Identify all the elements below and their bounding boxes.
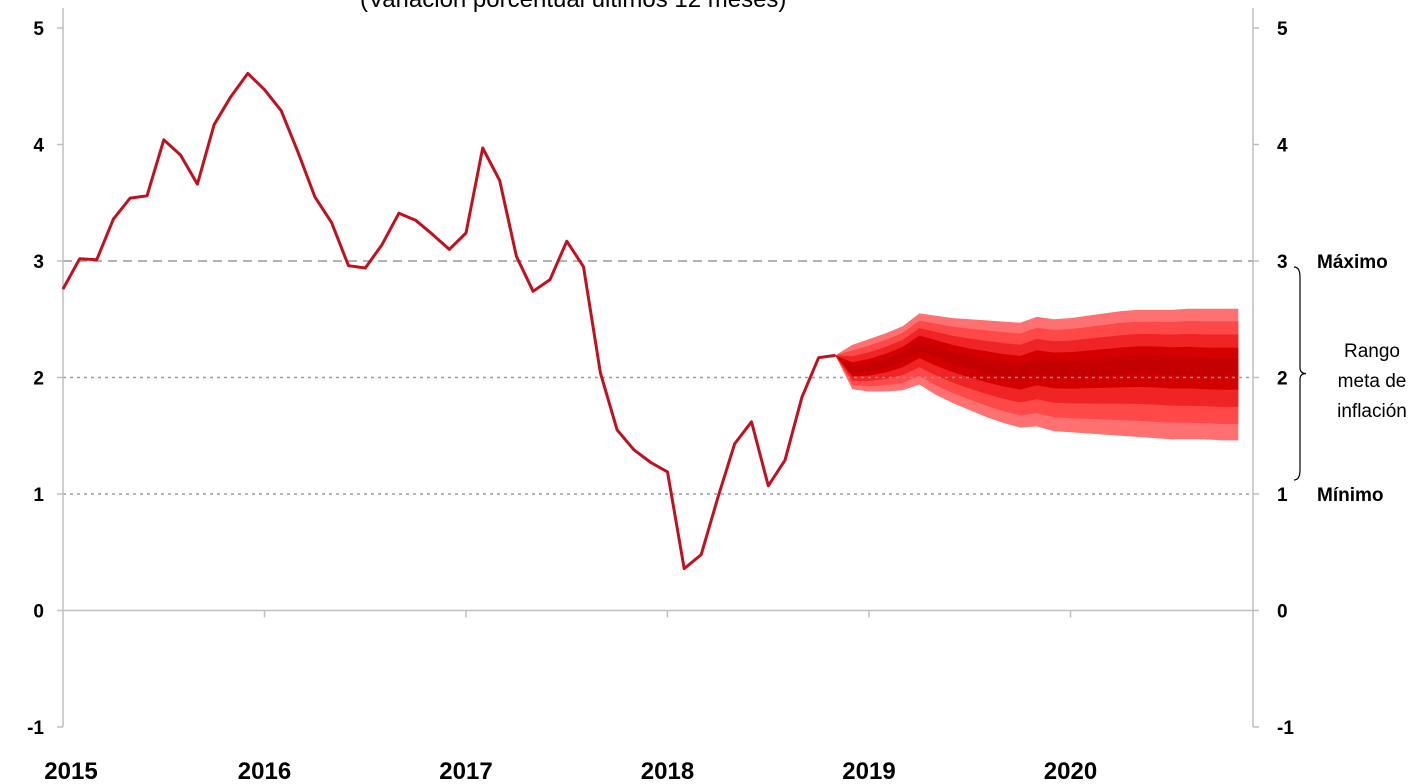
data-point xyxy=(834,354,836,356)
y-tick-label-right: 1 xyxy=(1277,485,1288,506)
range-brace xyxy=(1293,266,1307,481)
data-point xyxy=(196,183,198,185)
data-point xyxy=(79,258,81,260)
y-tick-label-left: 2 xyxy=(33,369,44,390)
data-point xyxy=(129,197,131,199)
x-tick-label: 2018 xyxy=(641,758,694,784)
data-point xyxy=(616,429,618,431)
data-point xyxy=(683,568,685,570)
y-tick-label-right: 5 xyxy=(1277,19,1288,40)
y-tick-label-right: 2 xyxy=(1277,369,1288,390)
data-point xyxy=(247,72,249,74)
data-point xyxy=(666,471,669,473)
data-point xyxy=(650,461,652,464)
data-point xyxy=(398,212,400,214)
x-tick-label: 2016 xyxy=(238,758,291,784)
y-tick-label-left: 3 xyxy=(33,252,44,273)
data-point xyxy=(818,357,820,359)
data-point xyxy=(163,139,165,141)
range-label-line: meta de xyxy=(1338,371,1407,392)
data-point xyxy=(381,244,383,246)
data-point xyxy=(767,485,769,487)
data-point xyxy=(482,147,484,149)
forecast-fan xyxy=(835,308,1239,441)
target-range-annotation: Máximo Mínimo Rango meta de inflación xyxy=(1293,252,1407,506)
y-tick-label-left: 4 xyxy=(33,136,44,157)
data-point xyxy=(431,233,433,235)
fan-band-center xyxy=(835,341,1239,380)
range-label-line: inflación xyxy=(1337,401,1407,422)
tick-labels: -1 -1 0 0 1 1 2 2 3 3 4 4 5 5 2015 2016 2017 2018 2019 2020 xyxy=(27,19,1294,784)
x-tick-label: 2019 xyxy=(842,758,895,784)
data-point xyxy=(499,180,501,182)
x-tick-label: 2020 xyxy=(1044,758,1097,784)
data-point xyxy=(96,259,98,261)
y-tick-label-left: 0 xyxy=(33,602,44,623)
data-point xyxy=(112,218,114,220)
data-point xyxy=(549,279,551,281)
data-point xyxy=(448,248,450,250)
data-point xyxy=(465,232,467,234)
data-point xyxy=(280,110,282,112)
y-tick-label-left: 1 xyxy=(33,485,44,506)
x-tick-label: 2015 xyxy=(44,758,97,784)
data-point xyxy=(566,240,568,242)
data-point xyxy=(532,290,534,292)
x-tick-label: 2017 xyxy=(439,758,492,784)
axes xyxy=(57,8,1259,728)
data-point xyxy=(599,372,602,374)
data-point xyxy=(750,421,753,423)
data-point xyxy=(331,222,333,224)
range-label-line: Rango xyxy=(1344,341,1400,362)
data-point xyxy=(314,196,316,198)
data-point xyxy=(347,265,350,267)
data-point xyxy=(717,496,719,499)
data-point xyxy=(784,459,786,461)
data-point xyxy=(582,266,585,268)
y-tick-label-left: 5 xyxy=(33,19,44,40)
data-point xyxy=(263,89,266,91)
maximo-label: Máximo xyxy=(1317,252,1388,273)
y-tick-label-right: 4 xyxy=(1277,136,1288,157)
data-point xyxy=(515,255,518,257)
inflation-line-series xyxy=(61,71,836,571)
data-point xyxy=(62,288,64,290)
reference-lines xyxy=(63,260,1253,495)
minimo-label: Mínimo xyxy=(1317,485,1384,506)
y-tick-label-right: 3 xyxy=(1277,252,1288,273)
y-tick-label-right: -1 xyxy=(1277,718,1294,739)
y-tick-label-left: -1 xyxy=(27,718,44,739)
data-point xyxy=(364,267,366,269)
data-point xyxy=(230,96,232,98)
y-tick-label-right: 0 xyxy=(1277,602,1288,623)
data-point xyxy=(734,443,736,445)
data-point xyxy=(700,554,702,556)
data-point xyxy=(297,152,299,154)
data-point xyxy=(415,219,417,221)
data-point xyxy=(633,449,635,451)
chart-subtitle: (Variación porcentual últimos 12 meses) xyxy=(360,0,920,16)
data-point xyxy=(146,195,148,197)
data-point xyxy=(213,124,215,126)
data-point xyxy=(801,396,803,398)
data-point xyxy=(179,154,182,156)
